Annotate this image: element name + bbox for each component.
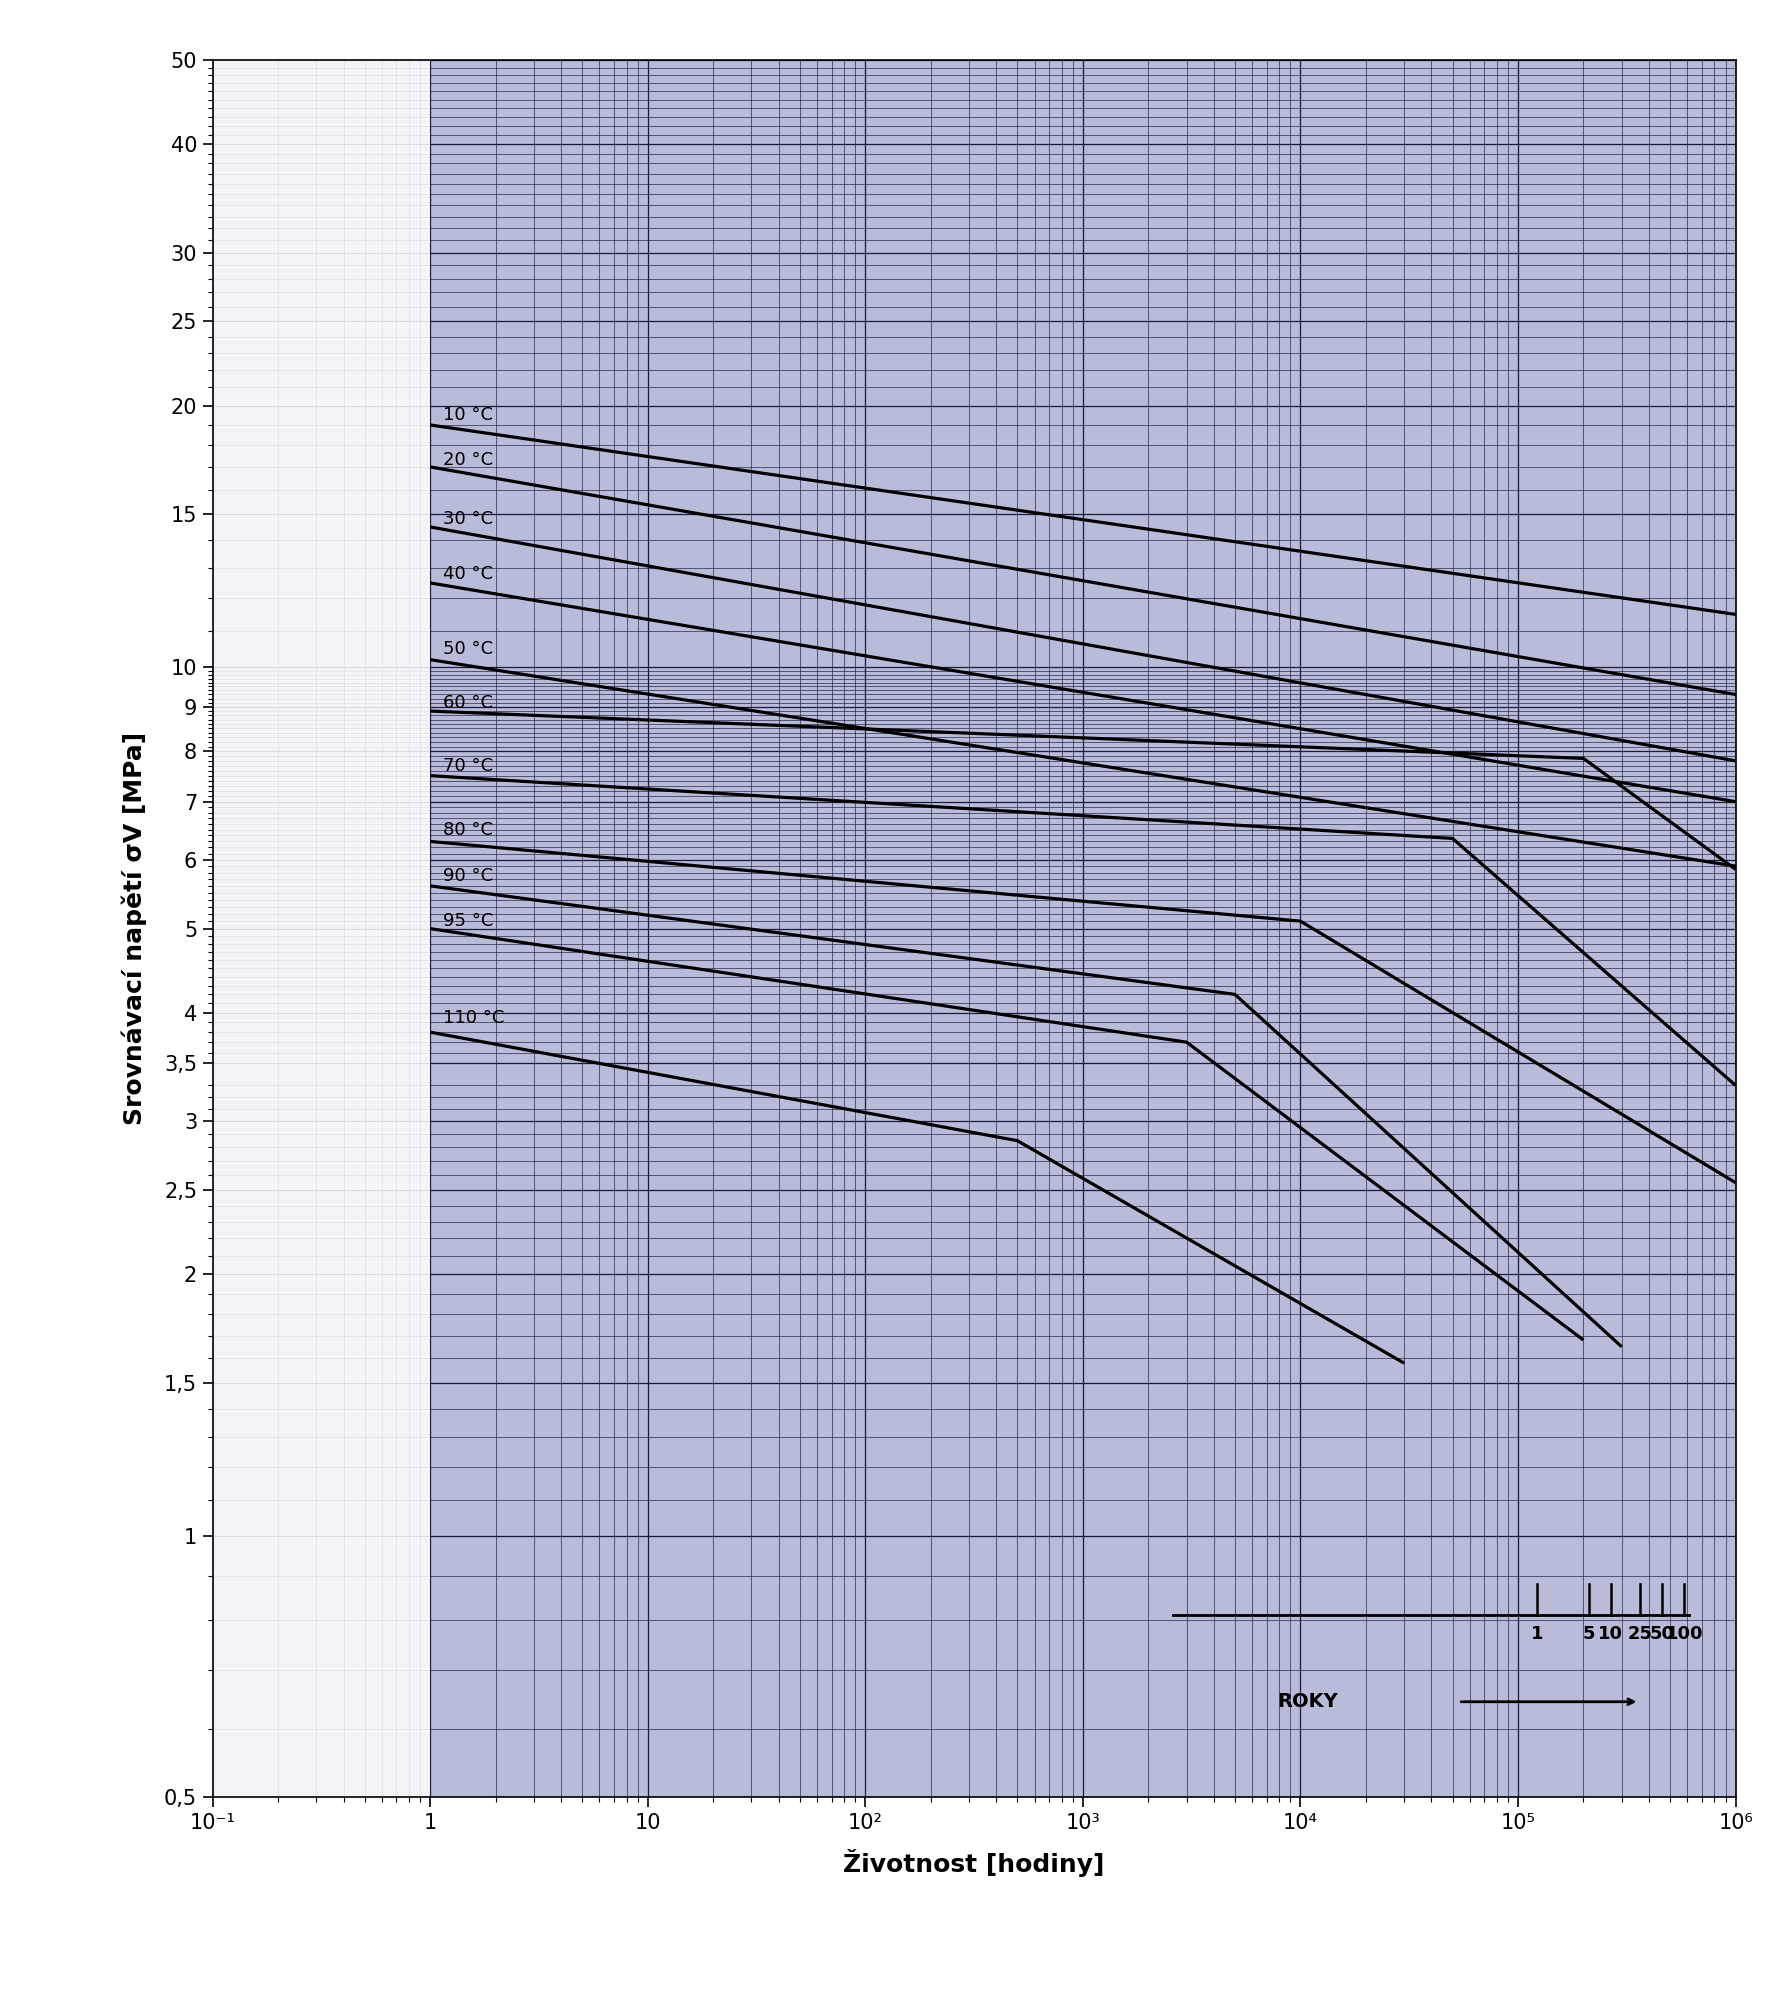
Y-axis label: Srovnávací napětí σV [MPa]: Srovnávací napětí σV [MPa] xyxy=(122,733,147,1124)
Text: 30 °C: 30 °C xyxy=(443,509,494,527)
Text: 90 °C: 90 °C xyxy=(443,867,494,885)
Text: 25: 25 xyxy=(1628,1626,1652,1644)
Text: 95 °C: 95 °C xyxy=(443,913,494,931)
Text: 80 °C: 80 °C xyxy=(443,821,494,839)
Text: 5: 5 xyxy=(1583,1626,1596,1644)
Text: 50: 50 xyxy=(1651,1626,1675,1644)
Text: 60 °C: 60 °C xyxy=(443,693,494,711)
Text: 10 °C: 10 °C xyxy=(443,405,494,423)
Text: 10: 10 xyxy=(1597,1626,1624,1644)
X-axis label: Životnost [hodiny]: Životnost [hodiny] xyxy=(843,1849,1105,1877)
Bar xyxy=(213,60,430,1797)
Text: 100: 100 xyxy=(1667,1626,1704,1644)
Text: 1: 1 xyxy=(1530,1626,1544,1644)
Text: 110 °C: 110 °C xyxy=(443,1008,505,1026)
Text: ROKY: ROKY xyxy=(1277,1691,1339,1711)
Text: 50 °C: 50 °C xyxy=(443,639,494,657)
Text: 20 °C: 20 °C xyxy=(443,451,494,469)
Text: 70 °C: 70 °C xyxy=(443,757,494,775)
Text: 40 °C: 40 °C xyxy=(443,565,494,583)
